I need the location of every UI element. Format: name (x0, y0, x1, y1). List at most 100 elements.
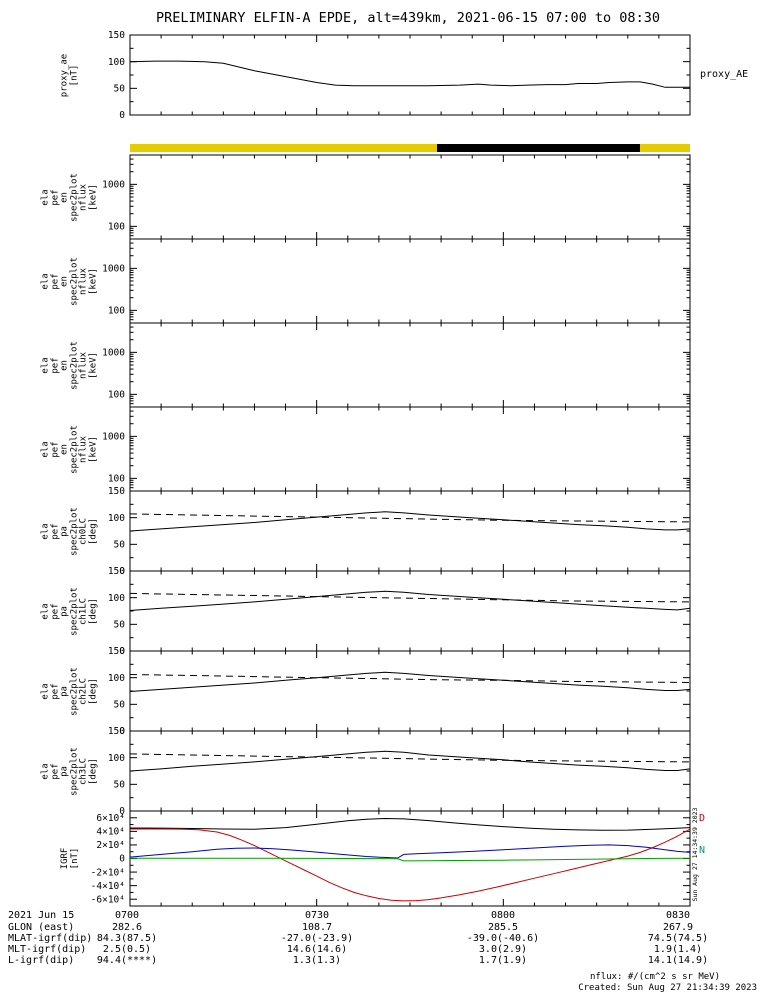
footer-value: 1.7(1.9) (478, 955, 528, 966)
y-tick-label: 0 (119, 646, 125, 657)
series-igrf-total (129, 817, 691, 831)
series-ch2LC-losscone (129, 674, 691, 683)
panel-proxy_ae: 0 50 100 150 (108, 30, 691, 121)
y-tick-label: 150 (108, 486, 125, 497)
panel-en_spec_2: 100 1000 (102, 238, 691, 324)
panel-label-pa_ch0LC: ela pef pa spec2plot ch0LC [deg] (40, 506, 99, 556)
series-key-N: N (699, 845, 706, 856)
panel-en_spec_4: 100 1000 (102, 406, 691, 492)
x-tick-label: 0730 (304, 910, 330, 921)
series-ch1LC-pitch (129, 590, 691, 611)
panel-label-pa_ch1LC: ela pef pa spec2plot ch1LC [deg] (40, 586, 99, 636)
series-igrf-D (130, 828, 691, 902)
y-tick-label: 1000 (102, 264, 125, 275)
y-tick-label: 0 (119, 726, 125, 737)
y-tick-label: 50 (114, 780, 126, 791)
panel-label-igrf: IGRF [nT] (59, 847, 80, 870)
footer-value: 74.5(74.5) (647, 933, 709, 944)
y-tick-label: -6×10⁴ (91, 894, 125, 905)
footer-value: 14.6(14.6) (286, 944, 348, 955)
date-label: 2021 Jun 15 (8, 910, 75, 921)
y-tick-label: 150 (108, 30, 125, 41)
y-tick-label: 150 (108, 566, 125, 577)
x-tick-label: 0700 (114, 910, 140, 921)
footer-row-label: L-igrf(dip) (8, 955, 75, 966)
y-tick-label: 2×10⁴ (96, 840, 125, 851)
y-tick-label: 50 (114, 620, 126, 631)
x-tick-label: 0830 (665, 910, 691, 921)
series-ch0LC-pitch (129, 511, 691, 532)
panel-label-proxy_ae: proxy_ae [nT] (59, 53, 80, 97)
footer-value: 3.0(2.9) (478, 944, 528, 955)
orbit-bar-segment (640, 144, 690, 152)
series-ch2LC-pitch (129, 671, 691, 692)
y-tick-label: 100 (108, 513, 125, 524)
panel-label-en_spec_1: ela pef en spec2plot nflux [keV] (40, 172, 99, 222)
footer-value: 14.1(14.9) (647, 955, 709, 966)
series-proxy_AE (129, 60, 690, 88)
panel-en_spec_3: 100 1000 (102, 322, 691, 408)
footer-value: 108.7 (301, 922, 333, 933)
panel-pa_ch3LC: 0 50 100 150 (108, 726, 691, 817)
orbit-bar-segment (130, 144, 437, 152)
y-tick-label: 100 (108, 306, 125, 317)
footer-value: 2.5(0.5) (102, 944, 152, 955)
footer-value: -27.0(-23.9) (280, 933, 354, 944)
side-timestamp: Sun Aug 27 14:34:39 2023 (691, 807, 699, 902)
footer-value: 84.3(87.5) (96, 933, 158, 944)
y-tick-label: 0 (119, 854, 125, 865)
footer-value: 285.5 (487, 922, 519, 933)
y-tick-label: 150 (108, 726, 125, 737)
y-tick-label: 1000 (102, 348, 125, 359)
y-tick-label: 100 (108, 390, 125, 401)
panel-label-en_spec_4: ela pef en spec2plot nflux [keV] (40, 424, 99, 474)
y-tick-label: 150 (108, 646, 125, 657)
x-tick-label: 0800 (490, 910, 516, 921)
panel-right-label-proxy_ae: proxy_AE (700, 69, 749, 80)
y-tick-label: 100 (108, 753, 125, 764)
y-tick-label: 4×10⁴ (96, 827, 125, 838)
series-igrf-blue (129, 844, 691, 859)
units-note: nflux: #/(cm^2 s sr MeV) (589, 972, 720, 982)
footer-value: 94.4(****) (96, 955, 158, 966)
panel-label-pa_ch2LC: ela pef pa spec2plot ch2LC [deg] (40, 666, 99, 716)
y-tick-label: 100 (108, 673, 125, 684)
series-ch3LC-losscone (129, 753, 691, 763)
panel-label-en_spec_2: ela pef en spec2plot nflux [keV] (40, 256, 99, 306)
series-key-D: D (699, 813, 706, 824)
y-tick-label: 50 (114, 84, 126, 95)
y-tick-label: 100 (108, 593, 125, 604)
panel-pa_ch0LC: 0 50 100 150 (108, 486, 691, 577)
footer-row-label: GLON (east) (8, 922, 75, 933)
panel-igrf: -6×10⁴ -4×10⁴ -2×10⁴ 0 2×10⁴ 4×10⁴ 6×10⁴ (91, 810, 691, 907)
footer-row-label: MLT-igrf(dip) (8, 944, 87, 955)
plot-title: PRELIMINARY ELFIN-A EPDE, alt=439km, 202… (156, 10, 660, 26)
created-note: Created: Sun Aug 27 21:34:39 2023 (578, 983, 757, 993)
y-tick-label: 100 (108, 57, 125, 68)
series-igrf-N (130, 857, 691, 862)
y-tick-label: 1000 (102, 432, 125, 443)
y-tick-label: -4×10⁴ (91, 881, 125, 892)
panel-label-pa_ch3LC: ela pef pa spec2plot ch3LC [deg] (40, 746, 99, 796)
series-ch0LC-losscone (129, 513, 691, 523)
footer-value: 267.9 (662, 922, 694, 933)
y-tick-label: 0 (119, 110, 125, 121)
series-ch3LC-pitch (129, 750, 691, 772)
orbit-bar-segment (436, 144, 641, 152)
y-tick-label: 50 (114, 700, 126, 711)
footer-row-label: MLAT-igrf(dip) (8, 933, 93, 944)
y-tick-label: -2×10⁴ (91, 867, 125, 878)
footer-value: -39.0(-40.6) (466, 933, 540, 944)
y-tick-label: 0 (119, 566, 125, 577)
footer-value: 1.9(1.4) (653, 944, 703, 955)
footer-value: 282.6 (111, 922, 143, 933)
y-tick-label: 50 (114, 540, 126, 551)
panel-en_spec_1: 100 1000 (102, 154, 691, 240)
y-tick-label: 100 (108, 222, 125, 233)
y-tick-label: 100 (108, 474, 125, 485)
panel-label-en_spec_3: ela pef en spec2plot nflux [keV] (40, 340, 99, 390)
panel-pa_ch2LC: 0 50 100 150 (108, 646, 691, 737)
orbit-bar (130, 144, 690, 152)
